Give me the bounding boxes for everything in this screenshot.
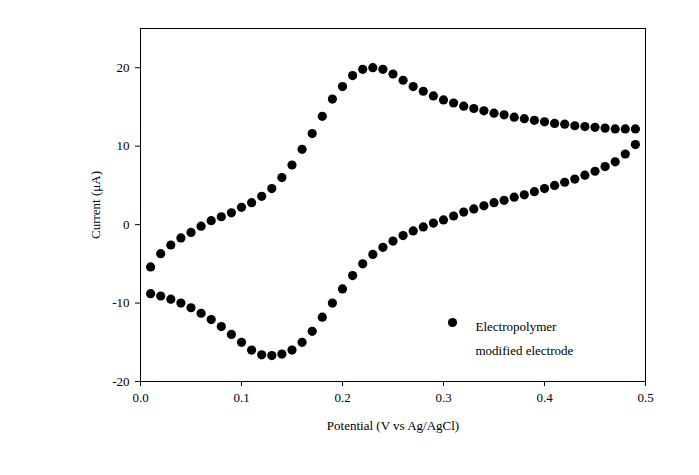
svg-text:0.1: 0.1 bbox=[233, 390, 249, 405]
svg-text:0.5: 0.5 bbox=[637, 390, 653, 405]
svg-text:0: 0 bbox=[123, 217, 130, 232]
svg-text:20: 20 bbox=[117, 60, 130, 75]
svg-text:Potential (V vs Ag/AgCl): Potential (V vs Ag/AgCl) bbox=[327, 418, 459, 433]
svg-text:Electropolymermodified electro: Electropolymermodified electrode bbox=[476, 319, 574, 358]
svg-text:-20: -20 bbox=[112, 374, 129, 389]
svg-text:10: 10 bbox=[117, 138, 130, 153]
svg-text:Current (μA): Current (μA) bbox=[88, 171, 103, 239]
svg-text:-10: -10 bbox=[112, 295, 129, 310]
svg-text:0.4: 0.4 bbox=[536, 390, 553, 405]
svg-text:0.2: 0.2 bbox=[334, 390, 350, 405]
svg-text:0.0: 0.0 bbox=[132, 390, 148, 405]
svg-text:0.3: 0.3 bbox=[435, 390, 451, 405]
